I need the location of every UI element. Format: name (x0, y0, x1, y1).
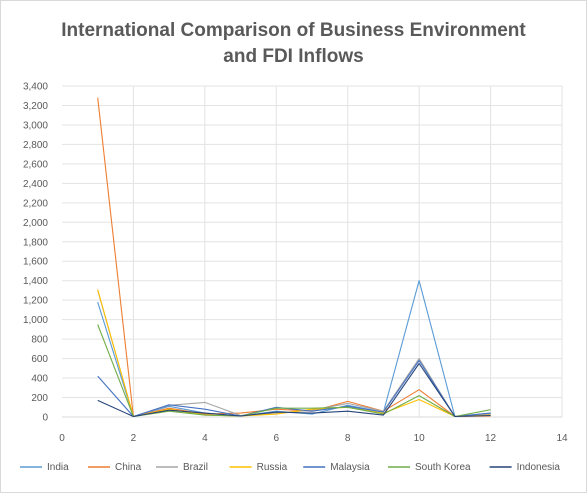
y-tick-label: 2,800 (23, 140, 48, 151)
y-tick-label: 2,000 (23, 218, 48, 229)
legend-label-indonesia: Indonesia (517, 462, 561, 473)
plot-series (97, 97, 491, 418)
y-tick-label: 1,200 (23, 296, 48, 307)
chart-title: International Comparison of Business Env… (0, 18, 587, 70)
y-tick-label: 400 (31, 374, 48, 385)
x-tick-label: 4 (202, 433, 208, 444)
legend-label-brazil: Brazil (183, 462, 208, 473)
axes: 0 200 400 600 800 1,000 1,200 1,400 1,600 1,800 2,… (23, 82, 568, 445)
legend: India China Brazil Russia Malaysia South Kore… (20, 462, 560, 473)
legend-label-china: China (115, 462, 142, 473)
gridlines (62, 85, 563, 417)
y-tick-label: 1,000 (23, 315, 48, 326)
series-line-indonesia (97, 362, 491, 418)
y-tick-label: 600 (31, 354, 48, 365)
y-tick-label: 1,400 (23, 276, 48, 287)
chart-title-line-2: and FDI Inflows (223, 46, 364, 67)
series-line-malaysia (97, 359, 491, 418)
y-tick-label: 2,200 (23, 198, 48, 209)
x-tick-label: 12 (485, 433, 497, 444)
x-tick-label: 0 (59, 433, 65, 444)
y-tick-label: 0 (42, 413, 48, 424)
y-tick-label: 200 (31, 393, 48, 404)
series-line-south-korea (97, 324, 491, 418)
y-tick-label: 3,200 (23, 101, 48, 112)
legend-label-russia: Russia (257, 462, 288, 473)
legend-label-india: India (47, 462, 69, 473)
y-tick-label: 3,000 (23, 120, 48, 131)
series-line-russia (97, 289, 491, 418)
y-tick-label: 800 (31, 335, 48, 346)
series-line-china (97, 97, 491, 418)
x-tick-label: 2 (131, 433, 137, 444)
y-tick-label: 1,800 (23, 237, 48, 248)
y-tick-label: 3,400 (23, 82, 48, 93)
legend-label-malaysia: Malaysia (330, 462, 370, 473)
legend-label-south-korea: South Korea (415, 462, 471, 473)
chart-title-line-1: International Comparison of Business Env… (61, 20, 526, 41)
x-tick-label: 10 (414, 433, 426, 444)
x-tick-label: 14 (556, 433, 568, 444)
x-tick-label: 8 (345, 433, 351, 444)
y-tick-label: 2,400 (23, 179, 48, 190)
y-tick-label: 1,600 (23, 257, 48, 268)
x-tick-label: 6 (274, 433, 280, 444)
y-tick-label: 2,600 (23, 159, 48, 170)
series-line-india (97, 280, 491, 418)
